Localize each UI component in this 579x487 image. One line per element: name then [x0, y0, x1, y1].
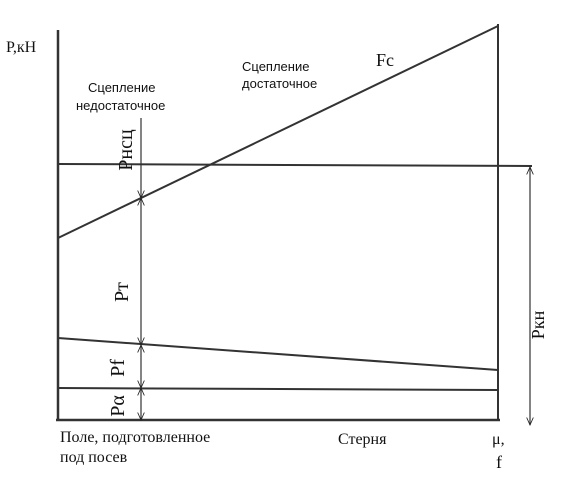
ground-label: под посев	[60, 449, 128, 466]
x-axis-label: μ,	[492, 431, 505, 448]
force-label: Рнсц	[115, 129, 137, 171]
zone-title: достаточное	[242, 76, 317, 91]
zone-title: Сцепление	[242, 59, 309, 74]
zone-title: недостаточное	[76, 98, 165, 113]
x-axis-label: f	[496, 452, 502, 472]
force-label: Fc	[376, 50, 394, 70]
force-label: Рт	[111, 282, 133, 302]
ground-label: Стерня	[338, 431, 387, 448]
force-label: Рα	[107, 395, 129, 417]
zone-title: Сцепление	[88, 80, 155, 95]
force-lines	[57, 25, 532, 425]
y-axis-label: Р,кН	[6, 39, 37, 56]
force-label: Рf	[107, 359, 129, 377]
ground-label: Поле, подготовленное	[60, 429, 210, 446]
force-label: Ркн	[528, 310, 548, 339]
axes	[56, 24, 500, 422]
